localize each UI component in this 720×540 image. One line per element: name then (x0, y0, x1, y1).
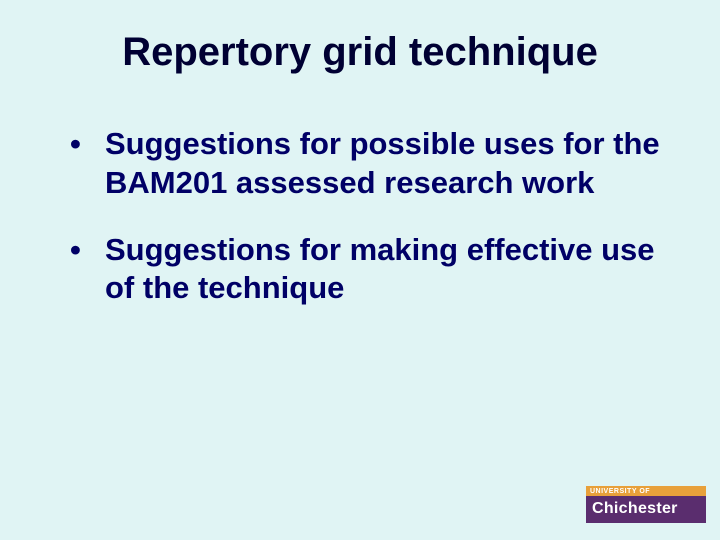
slide-title: Repertory grid technique (50, 30, 670, 75)
logo-top-label: UNIVERSITY OF (586, 486, 706, 496)
bullet-item: Suggestions for possible uses for the BA… (70, 125, 670, 203)
logo-bottom-label: Chichester (586, 496, 706, 523)
bullet-item: Suggestions for making effective use of … (70, 231, 670, 309)
slide-container: Repertory grid technique Suggestions for… (0, 0, 720, 540)
university-logo: UNIVERSITY OF Chichester (586, 486, 706, 528)
bullet-list: Suggestions for possible uses for the BA… (50, 125, 670, 308)
